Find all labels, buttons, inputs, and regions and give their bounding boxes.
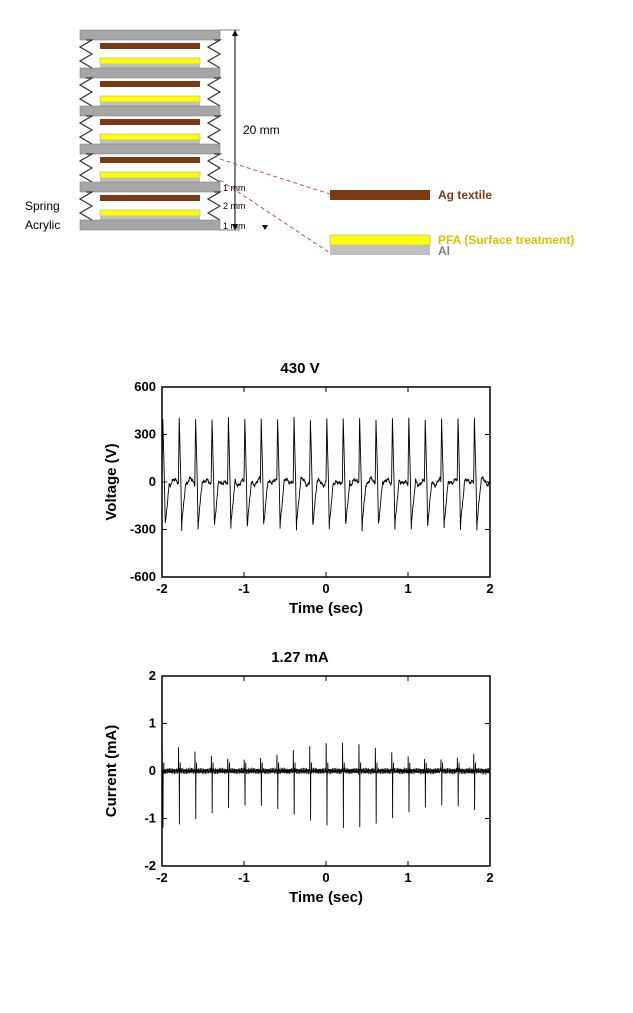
xtick-label: 2 — [486, 581, 493, 596]
pfa-layer — [100, 96, 200, 102]
ytick-label: 0 — [149, 474, 156, 489]
ag-layer — [100, 81, 200, 87]
xlabel: Time (sec) — [289, 889, 363, 906]
arrow-icon — [232, 30, 238, 36]
xtick-label: -2 — [156, 870, 168, 885]
al-layer — [100, 140, 200, 144]
ag-layer — [100, 119, 200, 125]
legend-al — [330, 245, 430, 255]
ytick-label: -2 — [144, 858, 156, 873]
xlabel: Time (sec) — [289, 600, 363, 617]
ylabel: Current (mA) — [103, 725, 120, 818]
legend-ag — [330, 190, 430, 200]
ytick-label: 600 — [134, 379, 156, 394]
ytick-label: 0 — [149, 763, 156, 778]
xtick-label: 0 — [322, 870, 329, 885]
xtick-label: 2 — [486, 870, 493, 885]
plate — [80, 106, 220, 116]
current-chart: 1.27 mA -2 -1 0 1 2 -2 -1 0 1 2 Time (sec) Current … — [100, 649, 613, 908]
layer-diagram: 20 mm1 mm2 mm1 mmSpringAcrylicAg textile… — [20, 20, 613, 330]
legend-pfa — [330, 235, 430, 245]
series-line — [162, 743, 490, 828]
pfa-layer — [100, 58, 200, 64]
ytick-label: -1 — [144, 811, 156, 826]
dim-1mm-b: 1 mm — [223, 221, 246, 231]
spring-icon — [208, 116, 220, 144]
dim-label: 20 mm — [243, 123, 280, 137]
ytick-label: 2 — [149, 668, 156, 683]
ytick-label: 1 — [149, 716, 156, 731]
series-line — [162, 417, 490, 531]
spring-icon — [208, 78, 220, 106]
plate — [80, 182, 220, 192]
legend-ag-label: Ag textile — [438, 188, 492, 202]
xtick-label: -2 — [156, 581, 168, 596]
spring-icon — [208, 154, 220, 182]
pfa-layer — [100, 210, 200, 216]
plate — [80, 144, 220, 154]
spring-icon — [80, 192, 92, 220]
al-layer — [100, 102, 200, 106]
plate — [80, 220, 220, 230]
ag-layer — [100, 195, 200, 201]
spring-icon — [208, 192, 220, 220]
spring-icon — [80, 116, 92, 144]
pfa-layer — [100, 134, 200, 140]
ytick-label: 300 — [134, 427, 156, 442]
spring-icon — [80, 40, 92, 68]
pfa-layer — [100, 172, 200, 178]
ag-layer — [100, 157, 200, 163]
dim-2mm: 2 mm — [223, 201, 246, 211]
al-layer — [100, 178, 200, 182]
diagram-svg: 20 mm1 mm2 mm1 mmSpringAcrylicAg textile… — [20, 20, 580, 330]
voltage-chart: 430 V -2 -1 0 1 2 -600 -300 0 300 600 Time (sec) Vo… — [100, 360, 613, 619]
xtick-label: 1 — [404, 581, 411, 596]
xtick-label: 0 — [322, 581, 329, 596]
spring-icon — [208, 40, 220, 68]
ylabel: Voltage (V) — [103, 443, 120, 520]
spring-icon — [80, 78, 92, 106]
al-layer — [100, 64, 200, 68]
plate — [80, 68, 220, 78]
voltage-title: 430 V — [130, 360, 470, 377]
current-title: 1.27 mA — [130, 649, 470, 666]
spring-icon — [80, 154, 92, 182]
legend-al-label: Al — [438, 244, 450, 258]
plate — [80, 30, 220, 40]
xtick-label: 1 — [404, 870, 411, 885]
ytick-label: -300 — [130, 522, 156, 537]
ytick-label: -600 — [130, 569, 156, 584]
current-svg: -2 -1 0 1 2 -2 -1 0 1 2 Time (sec) Current (mA) — [100, 668, 500, 908]
al-layer — [100, 216, 200, 220]
xtick-label: -1 — [238, 870, 250, 885]
legend-pfa-label: PFA (Surface treatment) — [438, 233, 574, 247]
voltage-svg: -2 -1 0 1 2 -600 -300 0 300 600 Time (sec) Voltage … — [100, 379, 500, 619]
acrylic-label: Acrylic — [25, 218, 60, 232]
ag-layer — [100, 43, 200, 49]
spring-label: Spring — [25, 199, 60, 213]
xtick-label: -1 — [238, 581, 250, 596]
